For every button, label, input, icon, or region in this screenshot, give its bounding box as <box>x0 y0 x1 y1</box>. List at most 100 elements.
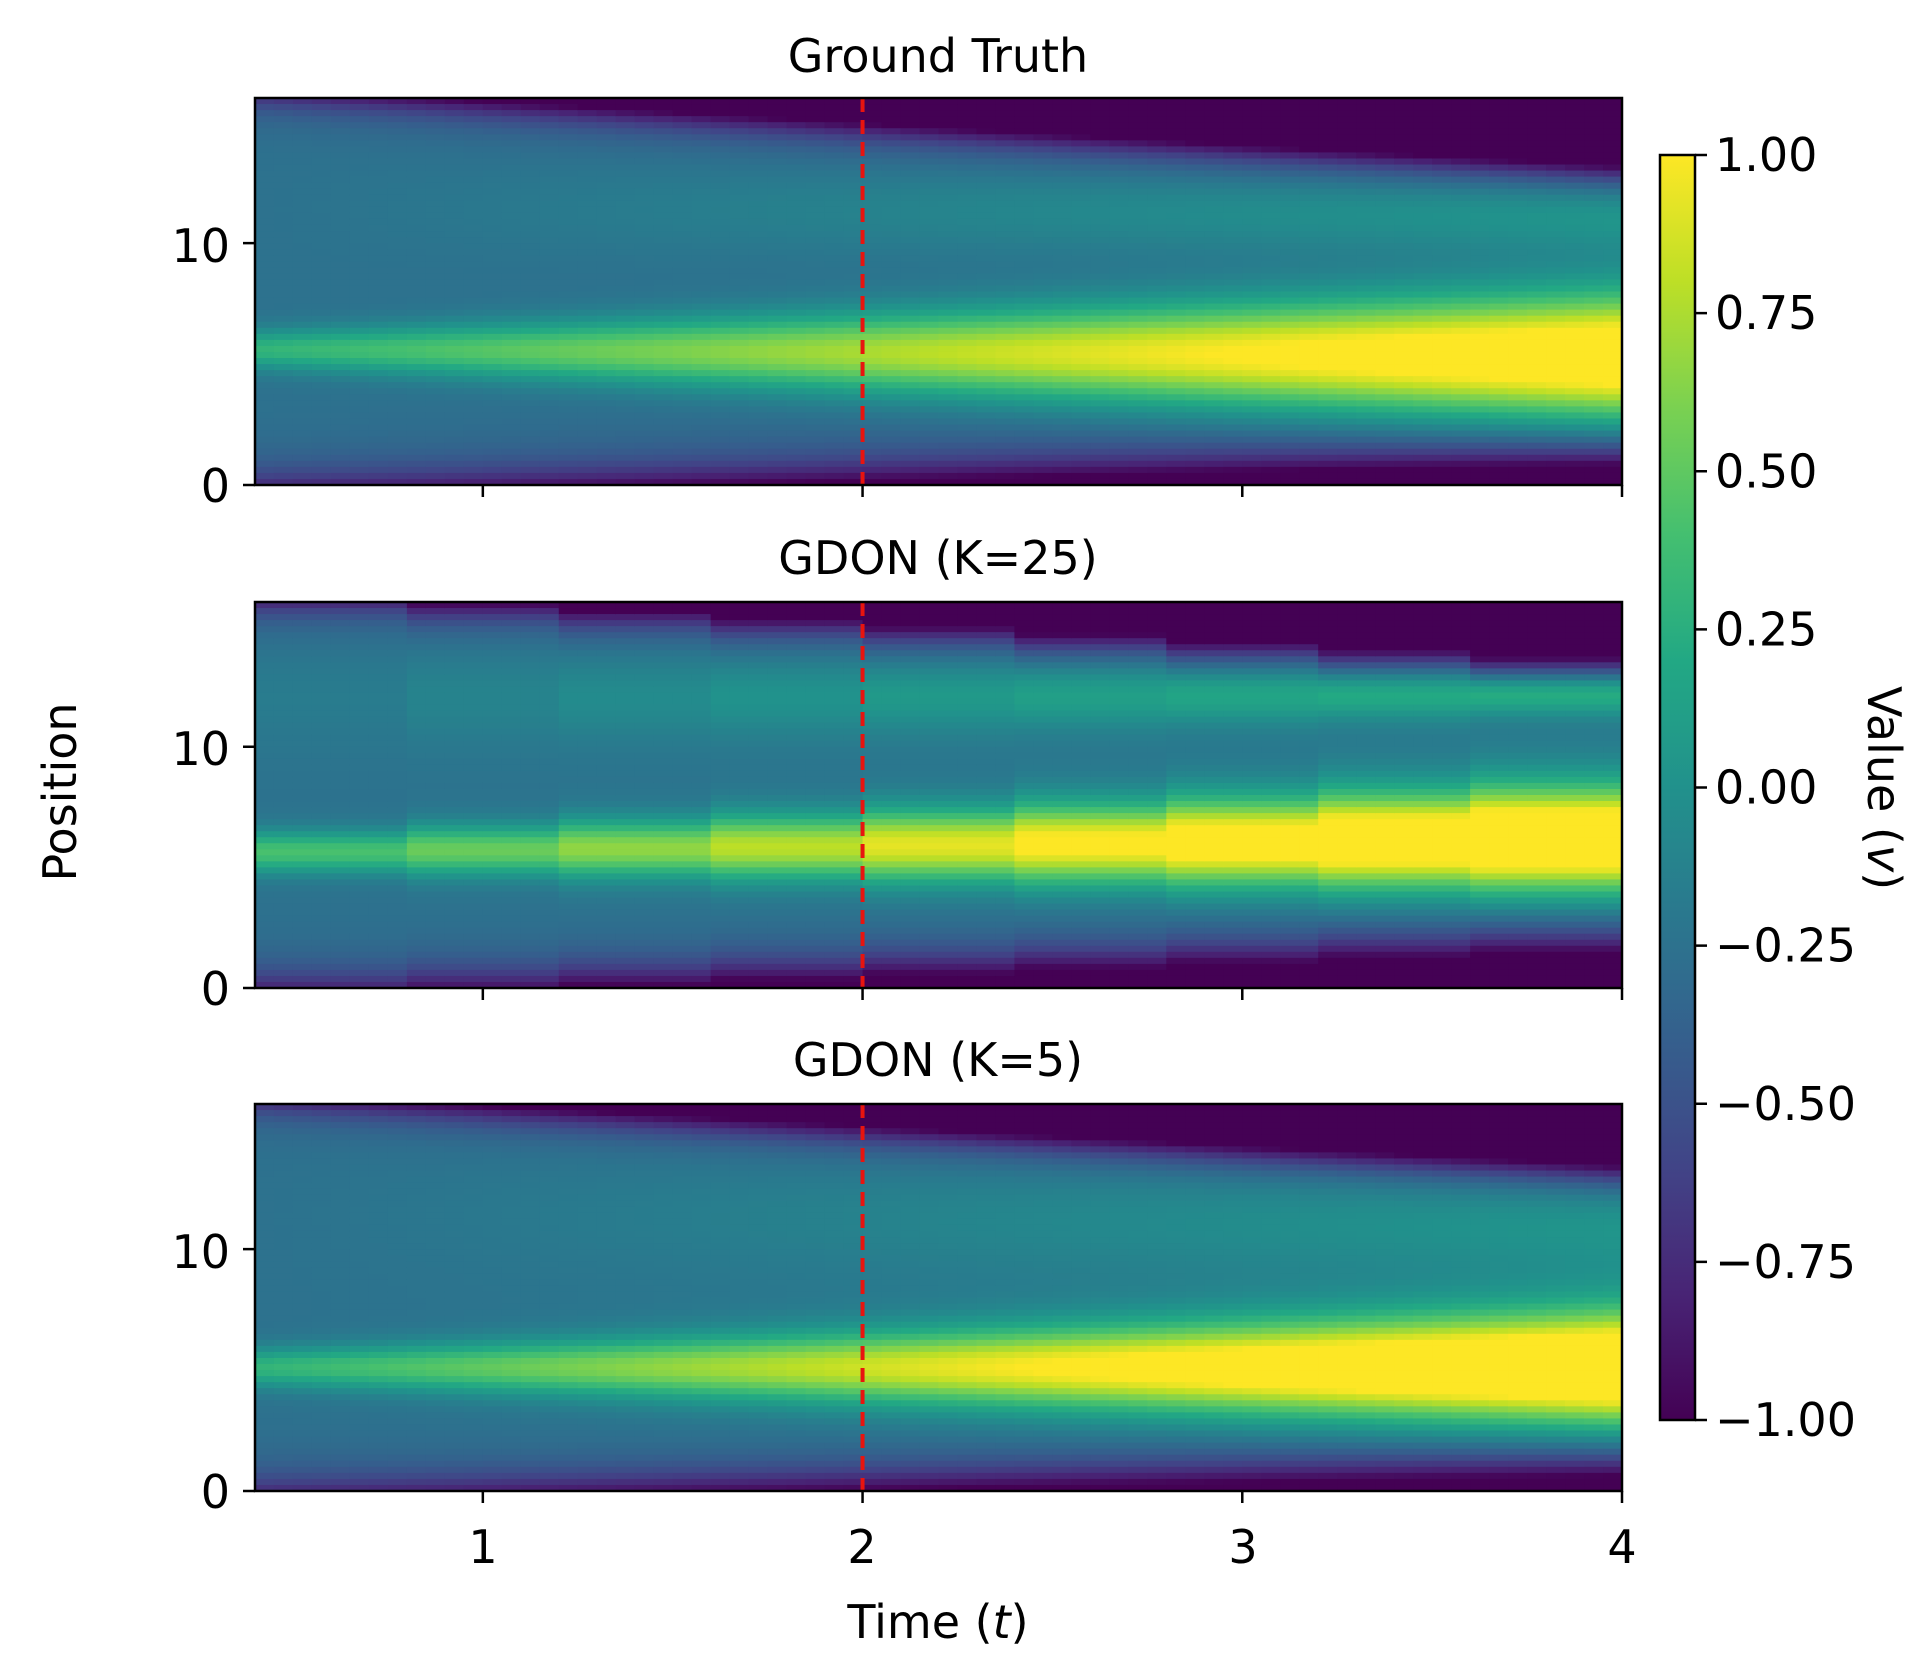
heatmap-cell <box>596 140 617 147</box>
heatmap-cell <box>1413 364 1433 371</box>
heatmap-cell <box>824 358 845 365</box>
heatmap-cell <box>653 134 674 141</box>
heatmap-cell <box>1508 442 1528 450</box>
heatmap-cell <box>1185 140 1205 147</box>
heatmap-cell <box>976 134 997 141</box>
heatmap-cell <box>672 339 693 347</box>
heatmap-cell <box>558 382 579 389</box>
heatmap-cell <box>1470 188 1490 196</box>
heatmap-cell <box>1166 164 1186 172</box>
heatmap-cell <box>1451 406 1471 414</box>
heatmap-cell <box>482 104 503 111</box>
heatmap-cell <box>368 170 389 178</box>
heatmap-cell <box>729 430 750 438</box>
heatmap-cell <box>1318 448 1338 456</box>
heatmap-cell <box>349 243 370 250</box>
heatmap-cell <box>349 722 370 730</box>
heatmap-cell <box>368 128 389 135</box>
heatmap-cell <box>1109 327 1129 335</box>
heatmap-cell <box>748 291 769 299</box>
heatmap-cell <box>1261 273 1281 281</box>
heatmap-cell <box>1375 412 1395 420</box>
heatmap-cell <box>1565 243 1585 250</box>
heatmap-cell <box>425 424 446 432</box>
heatmap-cell <box>1185 327 1205 335</box>
heatmap-cell <box>672 345 693 353</box>
heatmap-cell <box>1413 297 1433 305</box>
heatmap-cell <box>1565 104 1585 111</box>
heatmap-cell <box>273 939 294 947</box>
heatmap-cell <box>615 370 636 377</box>
heatmap-cell <box>672 255 693 262</box>
heatmap-cell <box>1489 376 1509 383</box>
heatmap-cell <box>1489 267 1509 274</box>
heatmap-cell <box>1223 388 1243 395</box>
heatmap-cell <box>1033 358 1054 365</box>
heatmap-cell <box>976 472 997 480</box>
heatmap-cell <box>273 382 294 389</box>
heatmap-cell <box>1128 104 1148 111</box>
heatmap-cell <box>1432 218 1452 226</box>
heatmap-cell <box>330 364 351 371</box>
heatmap-cell <box>653 279 674 287</box>
heatmap-cell <box>311 188 332 196</box>
heatmap-cell <box>330 472 351 480</box>
heatmap-cell <box>1356 442 1376 450</box>
heatmap-cell <box>1318 116 1338 123</box>
heatmap-cell <box>1527 382 1547 389</box>
heatmap-cell <box>862 406 883 414</box>
heatmap-cell <box>501 176 522 184</box>
heatmap-cell <box>995 243 1016 250</box>
heatmap-cell <box>938 285 959 293</box>
heatmap-cell <box>1090 472 1110 480</box>
heatmap-cell <box>1413 224 1433 232</box>
heatmap-cell <box>786 285 807 293</box>
heatmap-cell <box>577 152 598 160</box>
heatmap-cell <box>1318 472 1338 480</box>
heatmap-cell <box>1356 116 1376 123</box>
heatmap-cell <box>1242 472 1262 480</box>
heatmap-cell <box>1033 315 1054 323</box>
heatmap-cell <box>1261 442 1281 450</box>
heatmap-cell <box>1280 333 1300 341</box>
heatmap-cell <box>1204 400 1224 407</box>
heatmap-cell <box>558 339 579 347</box>
heatmap-cell <box>539 279 560 287</box>
heatmap-cell <box>710 376 731 383</box>
heatmap-cell <box>1261 412 1281 420</box>
heatmap-cell <box>957 406 978 414</box>
heatmap-cell <box>1071 309 1091 317</box>
heatmap-cell <box>729 194 750 202</box>
heatmap-cell <box>1451 400 1471 407</box>
heatmap-cell <box>349 716 370 724</box>
heatmap-cell <box>1261 327 1281 335</box>
heatmap-cell <box>786 279 807 287</box>
heatmap-cell <box>1337 206 1357 214</box>
heatmap-cell <box>1261 303 1281 311</box>
heatmap-cell <box>292 969 313 977</box>
heatmap-cell <box>919 376 940 383</box>
heatmap-cell <box>1280 472 1300 480</box>
heatmap-cell <box>938 194 959 202</box>
heatmap-cell <box>1299 261 1319 268</box>
heatmap-cell <box>444 98 465 105</box>
heatmap-cell <box>843 460 864 468</box>
heatmap-cell <box>710 122 731 129</box>
heatmap-cell <box>577 285 598 293</box>
heatmap-cell <box>1204 376 1224 383</box>
heatmap-cell <box>1470 430 1490 438</box>
heatmap-cell <box>1375 400 1395 407</box>
heatmap-cell <box>691 243 712 250</box>
heatmap-cell <box>577 231 598 238</box>
heatmap-cell <box>273 104 294 111</box>
heatmap-cell <box>805 370 826 377</box>
heatmap-cell <box>349 776 370 784</box>
heatmap-cell <box>273 656 294 663</box>
heatmap-cell <box>596 200 617 208</box>
heatmap-cell <box>1033 364 1054 371</box>
heatmap-cell <box>976 388 997 395</box>
heatmap-cell <box>957 249 978 256</box>
heatmap-cell <box>976 200 997 208</box>
heatmap-cell <box>767 303 788 311</box>
heatmap-cell <box>881 104 902 111</box>
